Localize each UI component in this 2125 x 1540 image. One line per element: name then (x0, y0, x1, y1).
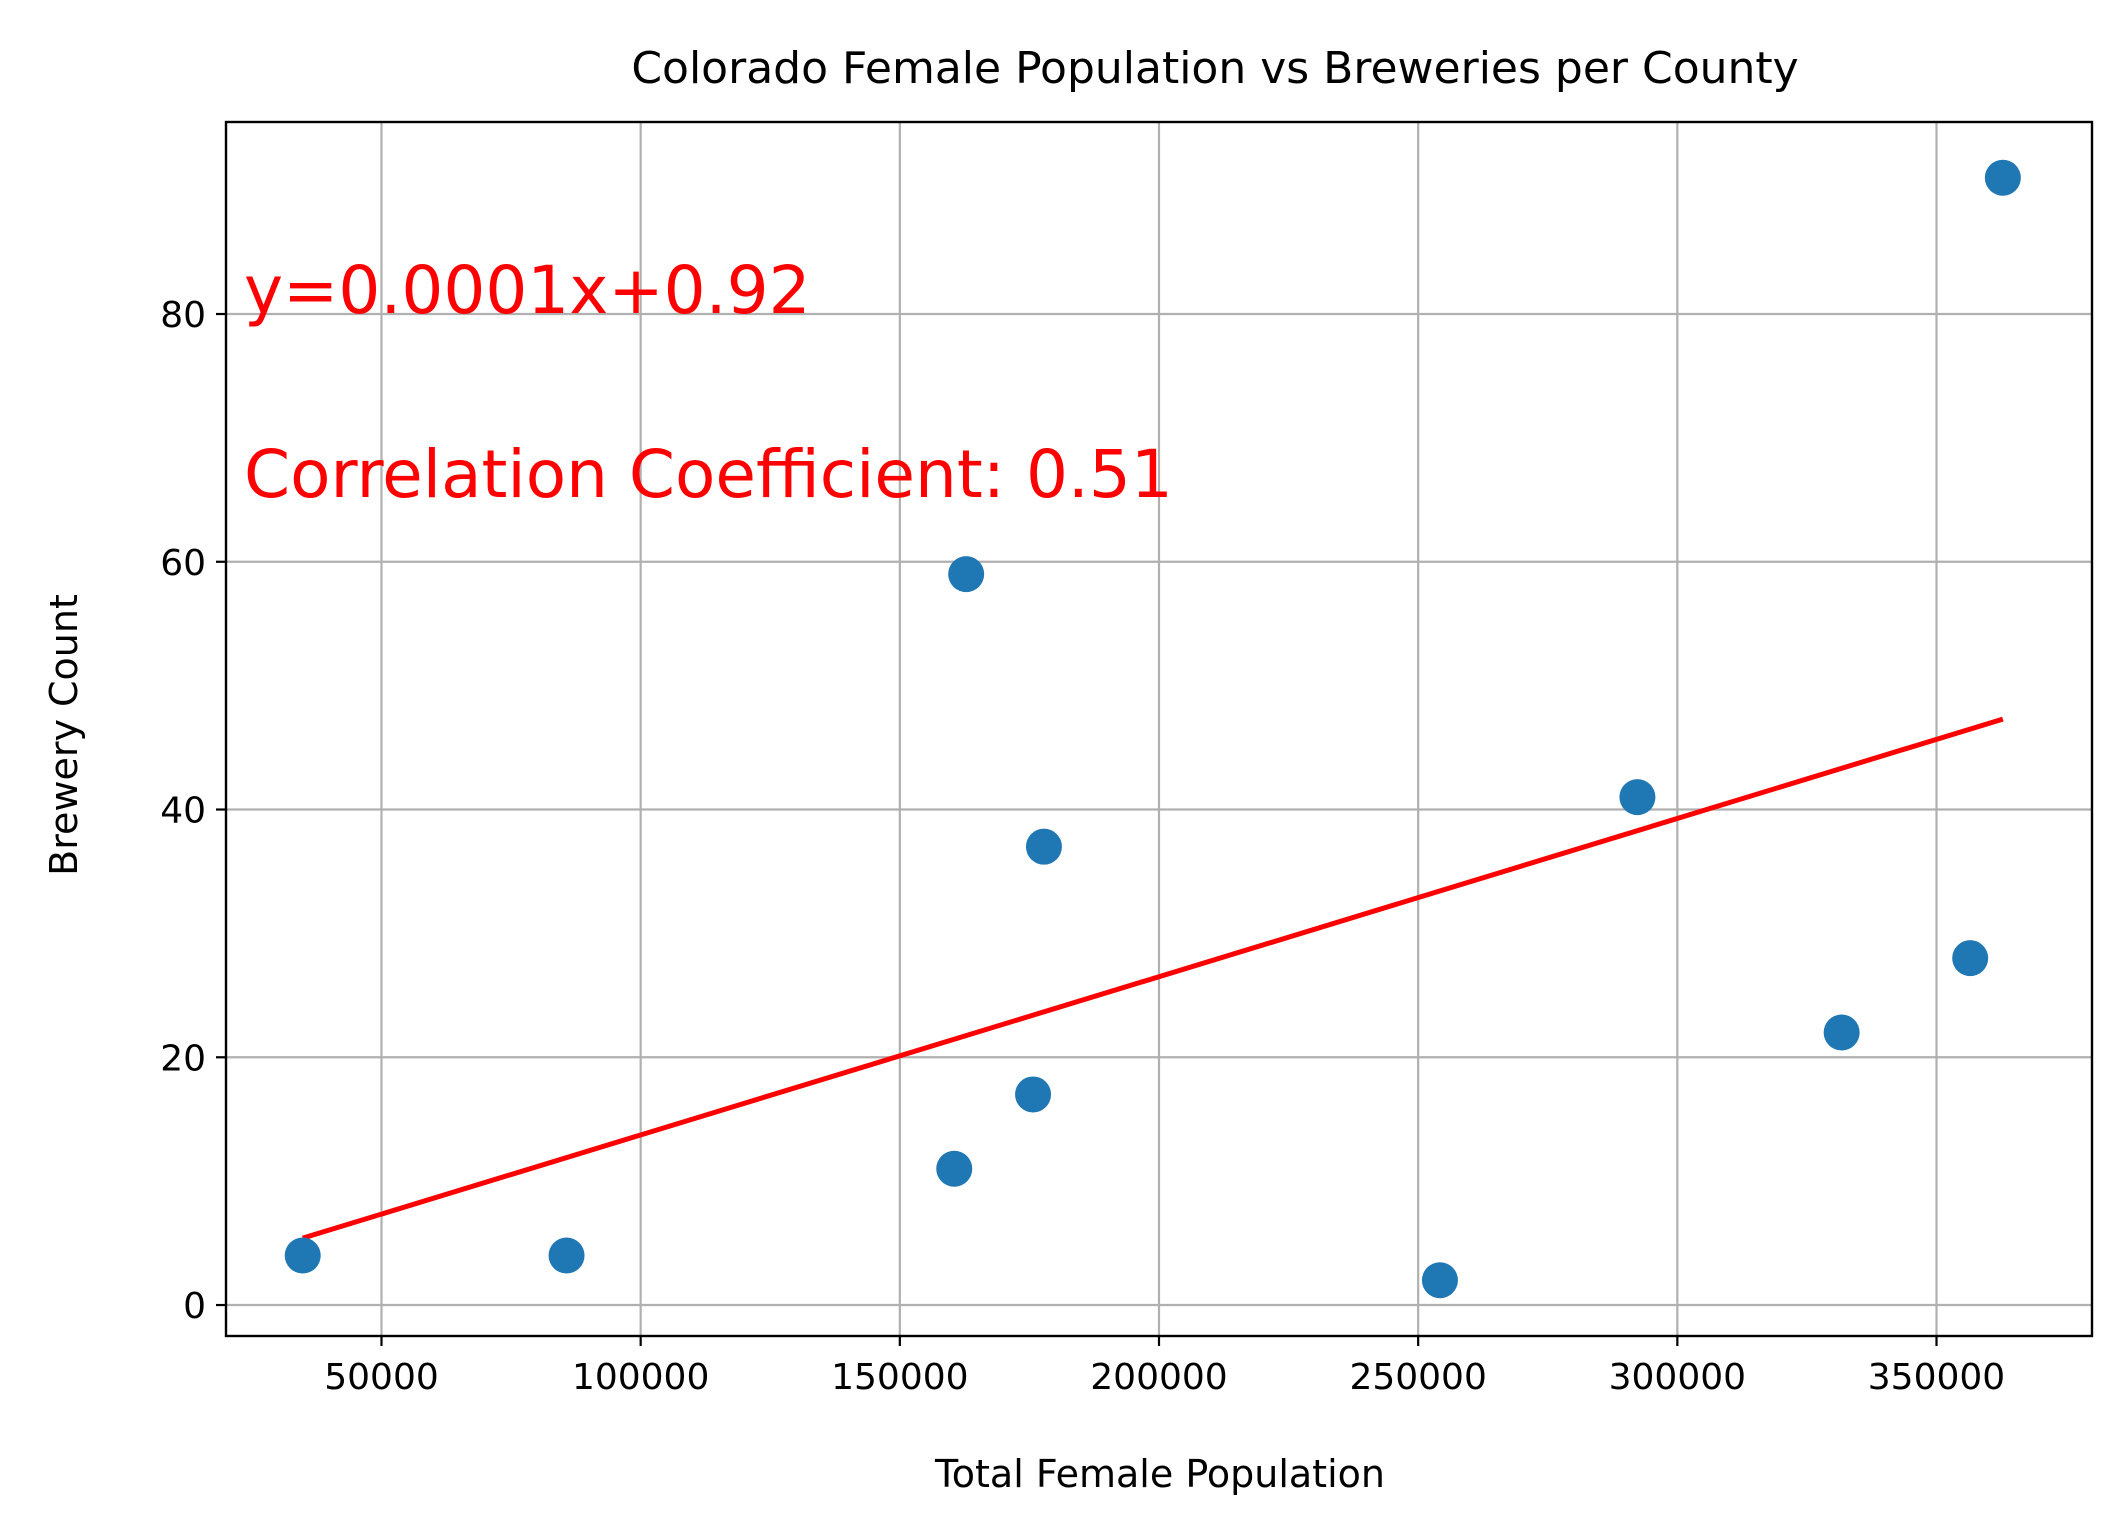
scatter-point (548, 1237, 585, 1274)
x-tick-label: 300000 (1609, 1357, 1746, 1398)
y-tick-label: 20 (160, 1038, 206, 1079)
x-axis-label: Total Female Population (934, 1452, 1385, 1496)
scatter-point (284, 1237, 321, 1274)
x-tick-label: 200000 (1090, 1357, 1227, 1398)
regression-layer (301, 716, 2004, 1241)
regression-equation-annotation: y=0.0001x+0.92 (244, 252, 811, 329)
regression-line (301, 716, 2004, 1241)
y-tick-label: 0 (183, 1286, 206, 1327)
scatter-point (1025, 828, 1062, 865)
y-tick-label: 60 (160, 543, 206, 584)
y-tick-label: 80 (160, 295, 206, 336)
scatter-point (1823, 1014, 1860, 1051)
scatter-point (948, 556, 985, 593)
scatter-point (1619, 779, 1656, 816)
correlation-annotation: Correlation Coefficient: 0.51 (244, 436, 1173, 513)
x-tick-label: 250000 (1349, 1357, 1486, 1398)
gridlines (226, 122, 2092, 1336)
data-points (284, 159, 2021, 1299)
x-axis-ticks: 50000 100000 150000 200000 250000 300000 35000… (324, 1336, 2005, 1398)
y-axis-label: Brewery Count (42, 594, 86, 876)
scatter-point (1984, 159, 2021, 196)
scatter-point (936, 1150, 973, 1187)
x-tick-label: 350000 (1868, 1357, 2005, 1398)
scatter-point (1421, 1262, 1458, 1299)
scatter-point (1952, 940, 1989, 977)
x-tick-label: 150000 (831, 1357, 968, 1398)
chart-title: Colorado Female Population vs Breweries … (631, 43, 1798, 94)
x-tick-label: 100000 (572, 1357, 709, 1398)
scatter-point (1015, 1076, 1052, 1113)
y-axis-ticks: 0 20 40 60 80 (160, 295, 226, 1327)
y-tick-label: 40 (160, 791, 206, 832)
x-tick-label: 50000 (324, 1357, 439, 1398)
